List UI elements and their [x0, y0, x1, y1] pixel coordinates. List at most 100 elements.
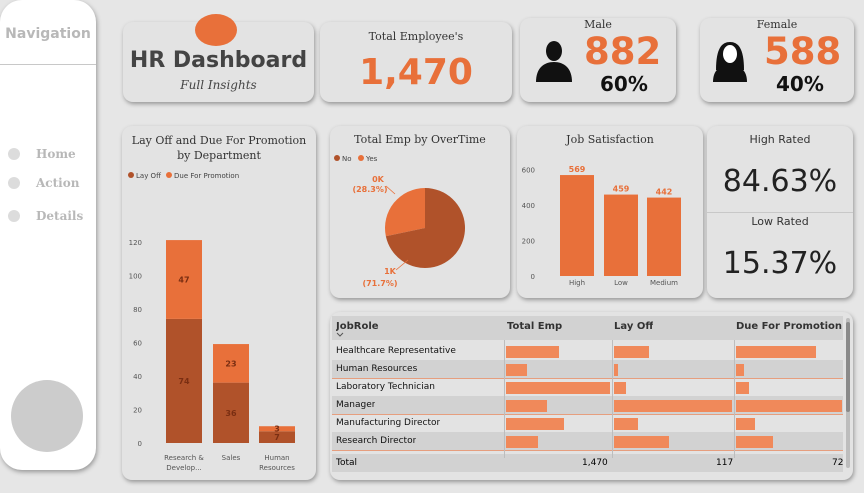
bar-segment	[213, 382, 249, 443]
total-employees-card: Total Employee's 1,470	[320, 22, 512, 102]
pie-slice	[385, 188, 465, 268]
title-card: HR Dashboard Full Insights	[123, 14, 314, 102]
jobrole-cell: Research Director	[336, 436, 417, 446]
nav-item-label: Action	[36, 176, 80, 190]
table-scrollbar-thumb[interactable]	[846, 322, 850, 412]
orange-dot-decoration	[195, 14, 237, 46]
data-label: 459	[613, 185, 630, 194]
chart-title: Total Emp by OverTime	[354, 133, 486, 146]
rating-divider	[707, 212, 853, 213]
action-dot-icon	[8, 177, 20, 189]
y-tick-label: 600	[522, 167, 535, 175]
jobrole-cell: Healthcare Representative	[336, 346, 456, 356]
table-total-row: Total 1,470 117 72	[332, 454, 843, 472]
y-tick-label: 60	[133, 339, 142, 347]
total-data-bar	[506, 364, 527, 376]
bar	[560, 175, 594, 276]
layoff-promotion-chart-card: Lay Off and Due For Promotion by Departm…	[122, 126, 316, 480]
female-label: Female	[756, 18, 798, 31]
table-row[interactable]: Manager	[332, 396, 843, 414]
female-card: Female 588 40%	[700, 18, 854, 102]
y-tick-label: 20	[133, 406, 142, 414]
job-satisfaction-chart[interactable]: 0 200 400 600 569 High 459 Low 442 Medium	[517, 150, 703, 296]
overtime-chart-card: Total Emp by OverTime No Yes 0K (28.3%) 1K (7…	[330, 126, 510, 298]
legend-label: Due For Promotion	[174, 172, 239, 180]
row-divider	[332, 450, 843, 451]
leader-line	[385, 185, 396, 195]
table-row[interactable]: Manufacturing Director	[332, 414, 843, 432]
total-employees-value: 1,470	[359, 52, 473, 93]
promo-data-bar	[736, 382, 750, 394]
jobrole-table-card: JobRole Total Emp Lay Off Due For Promot…	[330, 312, 853, 480]
y-tick-label: 200	[522, 238, 535, 246]
layoff-data-bar	[614, 418, 638, 430]
jobrole-cell: Manager	[336, 400, 376, 410]
bar	[604, 194, 638, 276]
male-person-icon	[536, 41, 572, 82]
total-emp-value: 1,470	[582, 458, 608, 468]
y-tick-label: 80	[133, 306, 142, 314]
jobrole-cell: Laboratory Technician	[336, 382, 435, 392]
nav-item-action[interactable]: Action	[8, 173, 94, 193]
bar-segment	[213, 344, 249, 383]
overtime-pie-chart[interactable]: No Yes 0K(28.3%) 1K (71.7%)	[330, 150, 510, 296]
table-row[interactable]: Laboratory Technician	[332, 378, 843, 396]
header-jobrole[interactable]: JobRole	[336, 321, 379, 332]
promo-data-bar	[736, 364, 744, 376]
column-separator	[504, 340, 505, 458]
y-tick-label: 0	[138, 440, 142, 448]
promo-data-bar	[736, 346, 816, 358]
x-tick-label: Research &	[164, 454, 204, 462]
female-person-icon	[713, 42, 747, 82]
data-label: (28.3%)	[352, 185, 387, 194]
data-label: 3	[274, 425, 280, 434]
female-count: 588	[764, 30, 842, 73]
y-tick-label: 400	[522, 202, 535, 210]
page-subtitle: Full Insights	[180, 78, 257, 92]
nav-item-home[interactable]: Home	[8, 144, 94, 164]
job-satisfaction-chart-card: Job Satisfaction 0 200 400 600 569 High 459 Low…	[517, 126, 703, 298]
legend-marker	[358, 155, 364, 161]
jobrole-cell: Manufacturing Director	[336, 418, 441, 428]
promo-data-bar	[736, 400, 842, 412]
data-label: 23	[225, 359, 236, 368]
layoff-data-bar	[614, 346, 650, 358]
row-divider	[332, 414, 843, 415]
low-rated-label: Low Rated	[751, 215, 809, 228]
row-divider	[332, 378, 843, 379]
total-layoff-value: 117	[716, 458, 734, 468]
data-label: 47	[178, 276, 189, 285]
high-rated-value: 84.63%	[722, 164, 838, 199]
layoff-data-bar	[614, 382, 626, 394]
table-row[interactable]: Research Director	[332, 432, 843, 450]
legend-label: No	[342, 155, 352, 163]
table-row[interactable]: Healthcare Representative	[332, 342, 843, 360]
data-label: 569	[569, 165, 586, 174]
header-total-emp[interactable]: Total Emp	[507, 321, 563, 332]
nav-divider	[0, 64, 96, 65]
male-label: Male	[584, 18, 612, 31]
layoff-promotion-chart[interactable]: Lay Off Due For Promotion 0 20 40 60 80 100 120 7…	[122, 166, 316, 478]
male-count: 882	[584, 30, 662, 73]
layoff-data-bar	[614, 436, 670, 448]
header-due-promotion[interactable]: Due For Promotion	[736, 321, 843, 332]
sort-chevron-icon[interactable]	[336, 332, 344, 338]
nav-item-details[interactable]: Details	[8, 206, 94, 226]
layoff-data-bar	[614, 364, 618, 376]
bar-segment	[166, 318, 202, 443]
details-dot-icon	[8, 210, 20, 222]
header-layoff[interactable]: Lay Off	[614, 321, 654, 332]
promo-data-bar	[736, 436, 774, 448]
x-tick-label: Low	[614, 279, 628, 287]
promo-data-bar	[736, 418, 755, 430]
home-dot-icon	[8, 148, 20, 160]
legend-marker	[128, 172, 134, 178]
column-separator	[612, 340, 613, 458]
table-row[interactable]: Human Resources	[332, 360, 843, 378]
nav-circle-button[interactable]	[11, 380, 83, 452]
total-data-bar	[506, 346, 559, 358]
column-separator	[734, 340, 735, 458]
nav-title: Navigation	[5, 26, 91, 42]
high-rated-label: High Rated	[749, 133, 811, 146]
x-tick-label: Medium	[650, 279, 678, 287]
